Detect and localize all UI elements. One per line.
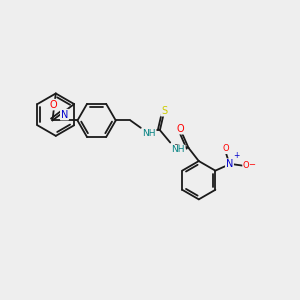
Text: S: S — [161, 106, 167, 116]
Text: N: N — [226, 159, 233, 169]
Text: −: − — [248, 160, 255, 169]
Text: NH: NH — [171, 146, 185, 154]
Text: O: O — [49, 100, 57, 110]
Text: +: + — [233, 151, 239, 160]
Text: O: O — [176, 124, 184, 134]
Text: NH: NH — [142, 129, 156, 138]
Text: N: N — [61, 110, 68, 120]
Text: O: O — [243, 160, 250, 169]
Text: O: O — [222, 144, 229, 153]
